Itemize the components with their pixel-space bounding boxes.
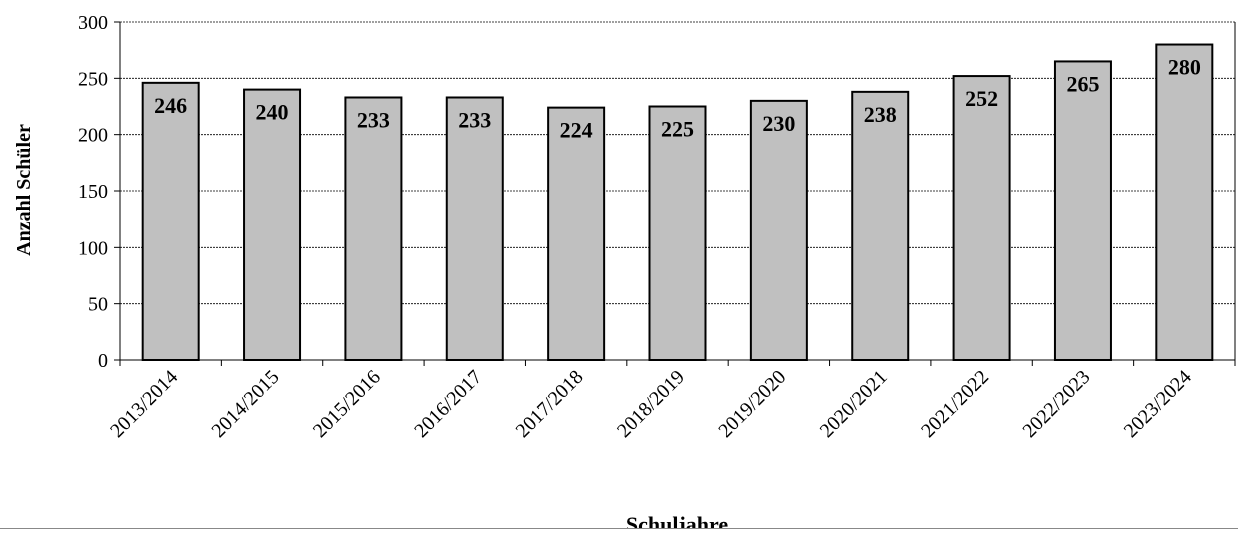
x-tick-label: 2014/2015: [208, 366, 284, 442]
data-label: 230: [762, 111, 795, 136]
bar: [749, 99, 808, 361]
bar: [1053, 60, 1112, 362]
x-tick-label: 2022/2023: [1018, 366, 1094, 442]
data-label: 233: [458, 107, 491, 132]
bar: [445, 96, 504, 361]
bar: [141, 81, 200, 361]
data-label: 238: [864, 102, 897, 127]
y-tick-label: 200: [78, 125, 108, 147]
y-tick-label: 50: [88, 294, 108, 316]
x-tick-label: 2015/2016: [309, 366, 385, 442]
data-label: 233: [357, 107, 390, 132]
data-label: 225: [661, 117, 694, 142]
x-tick-label: 2018/2019: [613, 366, 689, 442]
x-tick-label: 2019/2020: [714, 366, 790, 442]
y-tick-label: 300: [78, 12, 108, 34]
x-tick-label: 2020/2021: [816, 366, 892, 442]
data-label: 224: [560, 118, 593, 143]
bar: [952, 75, 1011, 362]
data-label: 265: [1066, 71, 1099, 96]
bar: [1155, 43, 1214, 362]
bar: [243, 88, 302, 361]
clip: [0, 529, 1238, 534]
bar: [851, 90, 910, 361]
x-tick-label: 2016/2017: [410, 366, 486, 442]
x-tick-label: 2013/2014: [106, 366, 182, 442]
y-tick-label: 250: [78, 68, 108, 90]
data-label: 246: [154, 93, 187, 118]
bar: [344, 96, 403, 361]
data-label: 280: [1168, 55, 1201, 80]
x-tick-label: 2021/2022: [917, 366, 993, 442]
data-label: 240: [256, 100, 289, 125]
y-tick-label: 100: [78, 237, 108, 259]
bar: [547, 106, 606, 361]
y-tick-label: 0: [98, 350, 108, 372]
y-tick-label: 150: [78, 181, 108, 203]
x-tick-label: 2017/2018: [512, 366, 588, 442]
bar: [648, 105, 707, 361]
data-label: 252: [965, 86, 998, 111]
x-tick-label: 2023/2024: [1120, 366, 1196, 442]
y-axis-label: Anzahl Schüler: [13, 124, 35, 256]
